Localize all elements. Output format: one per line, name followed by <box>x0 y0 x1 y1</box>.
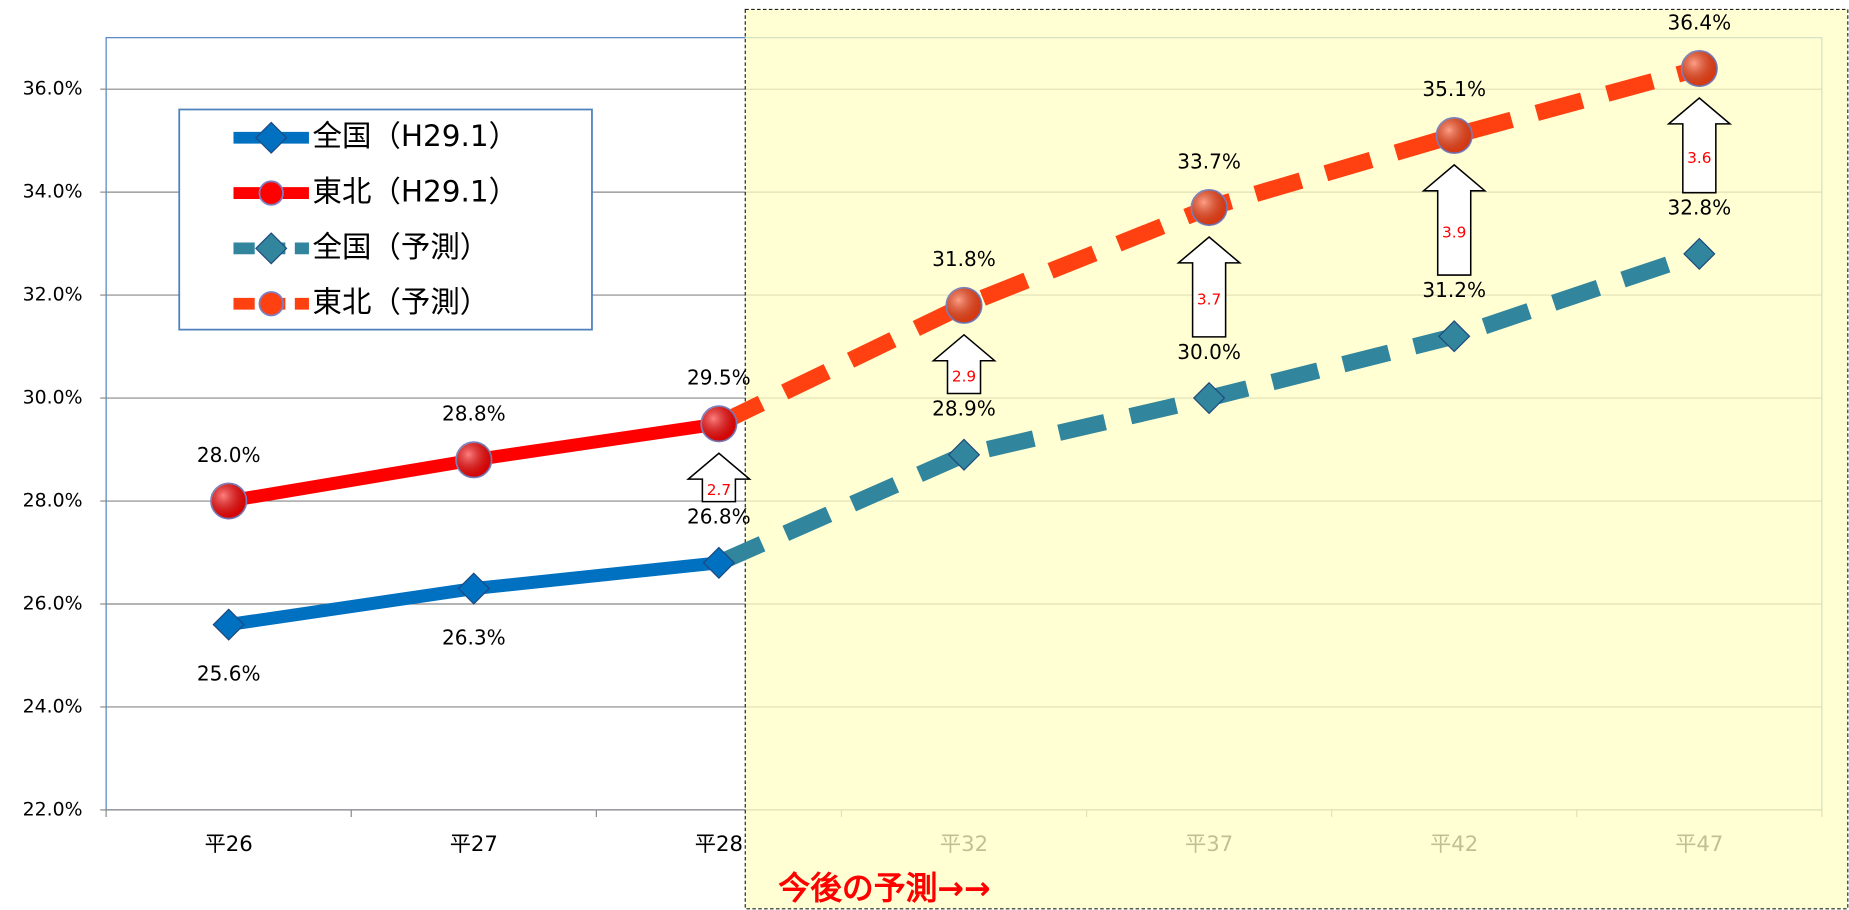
data-label: 25.6% <box>197 662 261 686</box>
difference-label: 3.7 <box>1197 290 1221 308</box>
marker <box>212 608 245 641</box>
marker <box>1192 381 1226 415</box>
forecast-label: 今後の予測→→ <box>778 869 990 907</box>
forecast-region <box>744 8 1849 910</box>
x-tick-label: 平26 <box>205 831 253 856</box>
y-tick-label: 28.0% <box>23 491 83 512</box>
data-label: 26.3% <box>442 626 506 650</box>
data-label: 31.2% <box>1422 278 1486 302</box>
difference-arrow <box>686 452 752 503</box>
marker-shine <box>946 287 982 324</box>
data-label: 33.7% <box>1177 149 1241 173</box>
data-label: 28.9% <box>932 396 996 420</box>
difference-label: 3.9 <box>1442 223 1466 241</box>
difference-arrow <box>931 333 997 395</box>
y-tick-label: 36.0% <box>23 79 83 100</box>
y-tick-label: 30.0% <box>23 388 83 409</box>
marker-shine <box>456 442 492 478</box>
y-tick-label: 32.0% <box>23 285 83 306</box>
data-label: 35.1% <box>1422 77 1486 101</box>
legend-label: 東北（H29.1） <box>312 175 518 209</box>
y-tick-label: 22.0% <box>23 799 83 820</box>
marker <box>947 438 981 471</box>
data-label: 36.4% <box>1668 10 1732 34</box>
marker <box>457 572 490 605</box>
y-tick-label: 34.0% <box>23 182 83 203</box>
marker-shine <box>1191 189 1227 226</box>
y-tick-label: 26.0% <box>23 594 83 615</box>
difference-label: 3.6 <box>1687 149 1711 167</box>
difference-label: 2.7 <box>707 481 731 499</box>
marker <box>258 180 284 206</box>
data-label: 28.0% <box>197 443 261 467</box>
data-label: 31.8% <box>932 247 996 271</box>
marker <box>258 291 284 317</box>
data-label: 32.8% <box>1668 196 1732 220</box>
marker-shine <box>1681 50 1718 87</box>
marker-shine <box>1436 117 1472 154</box>
data-label: 26.8% <box>687 505 751 529</box>
legend-label: 全国（H29.1） <box>312 119 518 153</box>
marker <box>255 121 288 154</box>
difference-arrow <box>1176 235 1242 338</box>
data-label: 28.8% <box>442 402 506 426</box>
legend <box>178 108 593 331</box>
difference-arrow <box>1421 163 1487 276</box>
marker <box>1438 320 1471 353</box>
difference-arrow <box>1666 96 1733 194</box>
data-label: 29.5% <box>687 366 751 390</box>
marker <box>255 232 288 265</box>
x-tick-label: 平27 <box>450 831 498 856</box>
y-tick-label: 24.0% <box>23 696 83 717</box>
marker-shine <box>701 406 737 442</box>
marker-shine <box>210 483 247 519</box>
difference-label: 2.9 <box>952 368 976 386</box>
x-tick-label: 平28 <box>695 831 743 856</box>
marker <box>702 546 736 579</box>
data-label: 30.0% <box>1177 340 1241 364</box>
marker <box>1683 237 1716 271</box>
legend-label: 全国（予測） <box>312 230 489 264</box>
legend-label: 東北（予測） <box>312 285 489 319</box>
